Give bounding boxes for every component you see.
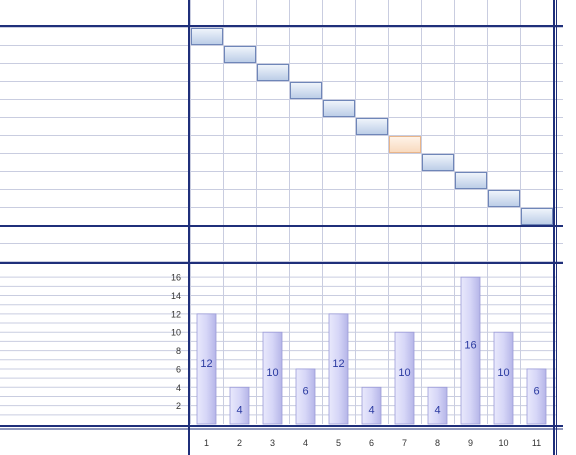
totals-separator bbox=[0, 225, 563, 227]
x-tick-label: 1 bbox=[204, 438, 209, 448]
x-tick-label: 10 bbox=[498, 438, 508, 448]
bar bbox=[526, 368, 547, 425]
table-row-line bbox=[0, 99, 563, 100]
self-cell bbox=[257, 64, 289, 81]
table-row-line bbox=[0, 153, 563, 154]
table-col-line bbox=[256, 0, 257, 263]
table-col-line bbox=[421, 0, 422, 263]
bar-value-label: 10 bbox=[398, 367, 410, 379]
bar-value-label: 12 bbox=[200, 358, 212, 370]
y-tick-label: 6 bbox=[176, 364, 181, 374]
bar bbox=[295, 368, 316, 425]
table-col-line bbox=[190, 0, 191, 263]
table-col-line bbox=[520, 0, 521, 263]
bar bbox=[394, 331, 415, 425]
x-tick-label: 2 bbox=[237, 438, 242, 448]
table-col-line bbox=[454, 0, 455, 263]
bar-value-label: 4 bbox=[236, 405, 242, 417]
table-col-line bbox=[223, 0, 224, 263]
x-tick-label: 11 bbox=[532, 438, 541, 448]
x-tick-label: 8 bbox=[435, 438, 440, 448]
y-tick-label: 12 bbox=[171, 309, 181, 319]
table-row-line bbox=[0, 207, 563, 208]
table-row-line bbox=[0, 171, 563, 172]
x-tick-label: 5 bbox=[336, 438, 341, 448]
table-left-border bbox=[188, 0, 190, 264]
table-row-line bbox=[0, 117, 563, 118]
table-row-line bbox=[0, 81, 563, 82]
table-right-border-2 bbox=[556, 0, 557, 264]
bar-value-label: 16 bbox=[464, 340, 476, 352]
table-row-line bbox=[0, 45, 563, 46]
y-tick-label: 16 bbox=[171, 273, 181, 283]
self-cell bbox=[290, 82, 322, 99]
y-tick-label: 14 bbox=[171, 291, 181, 301]
bar-value-label: 4 bbox=[434, 405, 440, 417]
y-tick-label: 2 bbox=[176, 401, 181, 411]
bar-value-label: 4 bbox=[368, 405, 374, 417]
y-tick-label: 4 bbox=[176, 383, 181, 393]
bar-value-label: 6 bbox=[302, 385, 308, 397]
table-row-line bbox=[0, 63, 563, 64]
self-cell bbox=[323, 100, 355, 117]
bar-value-label: 10 bbox=[497, 367, 509, 379]
x-tick-label: 9 bbox=[468, 438, 473, 448]
bar bbox=[427, 386, 448, 425]
table-row-line bbox=[0, 135, 563, 136]
table-row-line bbox=[0, 261, 563, 262]
bar bbox=[196, 313, 217, 425]
table-row-line bbox=[0, 189, 563, 190]
x-tick-label: 7 bbox=[402, 438, 407, 448]
bar-value-label: 12 bbox=[332, 358, 344, 370]
self-cell bbox=[224, 46, 256, 63]
x-tick-label: 4 bbox=[303, 438, 308, 448]
table-row-line bbox=[0, 27, 563, 28]
self-cell bbox=[389, 136, 421, 153]
header-separator bbox=[0, 25, 563, 27]
table-col-line bbox=[289, 0, 290, 263]
table-col-line bbox=[322, 0, 323, 263]
bar bbox=[328, 313, 349, 425]
table-col-line bbox=[388, 0, 389, 263]
y-tick-label: 10 bbox=[171, 328, 181, 338]
bar-value-label: 10 bbox=[266, 367, 278, 379]
bar-value-label: 6 bbox=[533, 385, 539, 397]
self-cell bbox=[191, 28, 223, 45]
table-col-line bbox=[487, 0, 488, 263]
self-cell bbox=[356, 118, 388, 135]
table-right-border bbox=[553, 0, 555, 264]
bar bbox=[460, 276, 481, 425]
self-cell bbox=[521, 208, 553, 225]
table-col-line bbox=[355, 0, 356, 263]
x-tick-label: 3 bbox=[270, 438, 275, 448]
self-cell bbox=[455, 172, 487, 189]
table-bottom-border bbox=[0, 262, 563, 264]
bar bbox=[493, 331, 514, 425]
y-tick-label: 8 bbox=[176, 346, 181, 356]
bar bbox=[361, 386, 382, 425]
x-tick-label: 6 bbox=[369, 438, 374, 448]
self-cell bbox=[488, 190, 520, 207]
bar bbox=[262, 331, 283, 425]
self-cell bbox=[422, 154, 454, 171]
table-row-line bbox=[0, 243, 563, 244]
bar bbox=[229, 386, 250, 425]
